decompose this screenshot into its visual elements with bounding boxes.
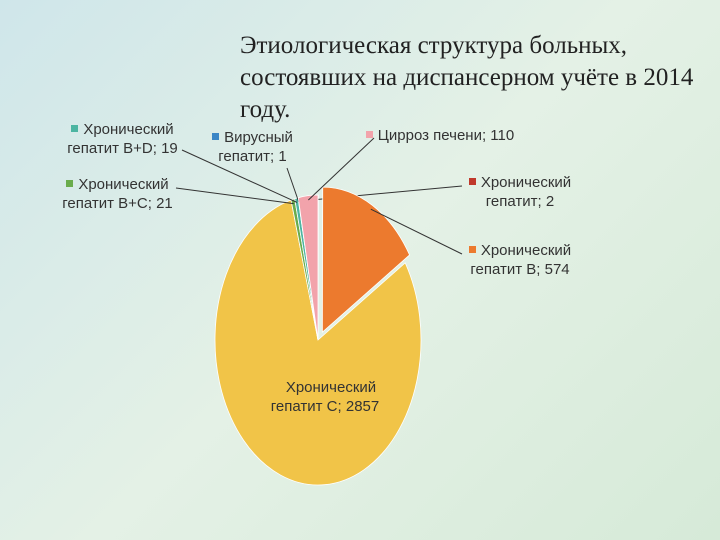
data-label: Цирроз печени; 110	[365, 126, 515, 145]
label-separator: ;	[270, 148, 275, 165]
label-value: 1	[278, 148, 287, 165]
leader-line	[370, 208, 463, 255]
legend-marker	[365, 131, 373, 138]
label-value: 21	[156, 195, 173, 212]
pie-slice	[321, 186, 411, 334]
pie-slice	[297, 194, 319, 341]
data-label: Хронический гепатит C; 2857	[255, 378, 395, 416]
label-value: 19	[161, 140, 178, 157]
data-label: Вирусный гепатит; 1	[205, 128, 300, 166]
data-label: Хронический гепатит; 2	[455, 173, 585, 211]
leader-line	[181, 149, 298, 203]
legend-marker	[71, 125, 79, 132]
leader-line	[308, 137, 375, 201]
label-separator: ;	[152, 140, 157, 157]
legend-marker	[212, 133, 220, 140]
label-name: Вирусный гепатит	[218, 129, 293, 165]
label-separator: ;	[147, 195, 152, 212]
label-name: Хронический гепатит B	[470, 242, 572, 278]
data-label: Хронический гепатит B; 574	[455, 241, 585, 279]
legend-marker	[273, 383, 281, 390]
label-name: Цирроз печени	[377, 127, 482, 144]
label-separator: ;	[337, 398, 342, 415]
label-name: Хронический гепатит	[480, 174, 572, 210]
label-value: 574	[544, 261, 570, 278]
label-value: 2857	[345, 398, 380, 415]
label-separator: ;	[481, 127, 487, 144]
label-value: 2	[545, 193, 555, 210]
legend-marker	[66, 180, 74, 187]
chart-title: Этиологическая структура больных, состоя…	[240, 32, 694, 123]
leader-line	[286, 167, 300, 203]
leader-line	[175, 187, 294, 205]
data-label: Хронический гепатит B+D; 19	[55, 120, 190, 158]
label-name: Хронический гепатит B+C	[62, 176, 169, 212]
data-label: Хронический гепатит B+C; 21	[50, 175, 185, 213]
label-name: Хронический гепатит B+D	[67, 121, 174, 157]
label-value: 110	[490, 127, 515, 144]
legend-marker	[468, 178, 476, 185]
label-name: Хронический гепатит C	[270, 379, 377, 415]
label-separator: ;	[536, 261, 541, 278]
pie-slice	[214, 199, 422, 486]
label-separator: ;	[537, 193, 542, 210]
legend-marker	[468, 246, 476, 253]
